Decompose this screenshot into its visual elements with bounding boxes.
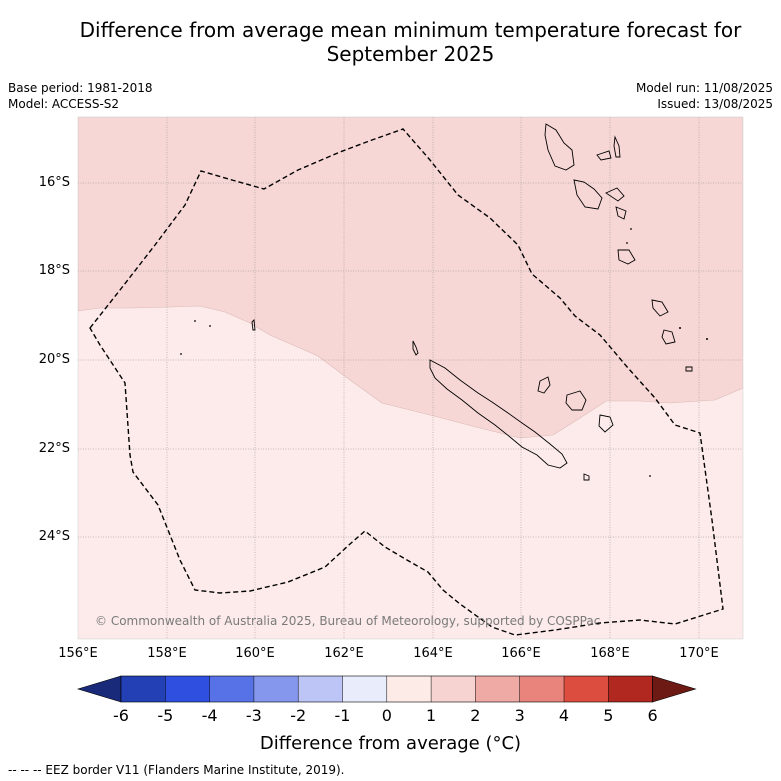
colorbar-tick-label: -5 [157,706,174,725]
colorbar-tick-label: 3 [514,706,525,725]
meta-right: Model run: 11/08/2025 Issued: 13/08/2025 [636,80,773,112]
colorbar-segment [475,676,520,702]
lon-label-168e: 168°E [590,646,630,661]
isle-of-pines [583,473,590,481]
loyalty-island-lifou [565,390,587,411]
issued-date: Issued: 13/08/2025 [657,97,773,111]
title-line-2: September 2025 [326,42,495,66]
lon-label-164e: 164°E [413,646,453,661]
loyalty-island-mare [598,414,614,433]
model-run: Model run: 11/08/2025 [635,81,773,95]
title-line-1: Difference from average mean minimum tem… [79,18,742,42]
colorbar-extend-low [76,675,122,703]
colorbar-segment [342,676,387,702]
colorbar-segment [519,676,564,702]
colorbar-segment [121,676,166,702]
colorbar-tick-label: -1 [334,706,351,725]
lon-label-156e: 156°E [58,646,98,661]
chart-title: Difference from average mean minimum tem… [40,18,781,66]
model-name: Model: ACCESS-S2 [8,97,120,111]
colorbar-tick-label: -4 [201,706,218,725]
eez-footnote: -- -- -- EEZ border V11 (Flanders Marine… [8,763,345,777]
colorbar-label: Difference from average (°C) [259,733,522,754]
colorbar-segment [253,676,299,702]
ambrym-epi [615,206,627,220]
malakula-island [573,179,603,210]
colorbar-segment [564,676,609,702]
meta-left: Base period: 1981-2018 Model: ACCESS-S2 [8,80,153,112]
colorbar-tick-label: 1 [426,706,437,725]
colorbar-extend-high [652,675,697,703]
belep-islands [412,340,419,356]
lat-label-18s: 18°S [38,263,70,278]
lon-label-160e: 160°E [235,646,275,661]
lon-label-166e: 166°E [501,646,541,661]
copyright-notice: © Commonwealth of Australia 2025, Bureau… [95,614,601,628]
colorbar-tick-label: -3 [245,706,262,725]
chesterfield-reef [251,319,256,331]
colorbar-segment [608,676,653,702]
colorbar-segment [431,676,476,702]
anomaly-region-1-2 [78,117,743,439]
colorbar-tick-label: -6 [113,706,129,725]
colorbar-tick-label: 4 [558,706,570,725]
tanna-island [661,329,676,345]
espiritu-santo [544,123,575,171]
colorbar-segment [298,676,343,702]
eez-border [89,128,724,636]
colorbar-segment [386,676,432,702]
base-period: Base period: 1981-2018 [8,81,153,95]
lat-label-20s: 20°S [38,352,70,367]
colorbar-tick-label: 6 [647,706,658,725]
malo-island [596,150,612,161]
new-caledonia-island [429,359,568,469]
colorbar-tick-label: -2 [290,706,307,725]
colorbar-segment [209,676,254,702]
erromango-island [651,299,669,317]
land-masses [251,123,693,481]
lat-label-22s: 22°S [38,441,70,456]
lon-label-158e: 158°E [147,646,187,661]
colorbar-tick-label: 5 [603,706,614,725]
loyalty-island-ouvea [537,376,551,394]
graticule [78,117,743,639]
small-islets [180,228,708,477]
lon-label-170e: 170°E [679,646,719,661]
colorbar-segment [165,676,210,702]
efate-island [617,249,636,265]
lon-label-162e: 162°E [324,646,364,661]
colorbar-tick-label: 0 [381,706,392,725]
lat-label-16s: 16°S [38,175,70,190]
lat-label-24s: 24°S [38,529,70,544]
colorbar-tick-label: 2 [470,706,481,725]
pentecost-island [605,187,625,202]
map-frame [77,116,744,640]
maewo-island [613,135,621,158]
colorbar [76,675,697,703]
aneityum-island [685,366,693,372]
